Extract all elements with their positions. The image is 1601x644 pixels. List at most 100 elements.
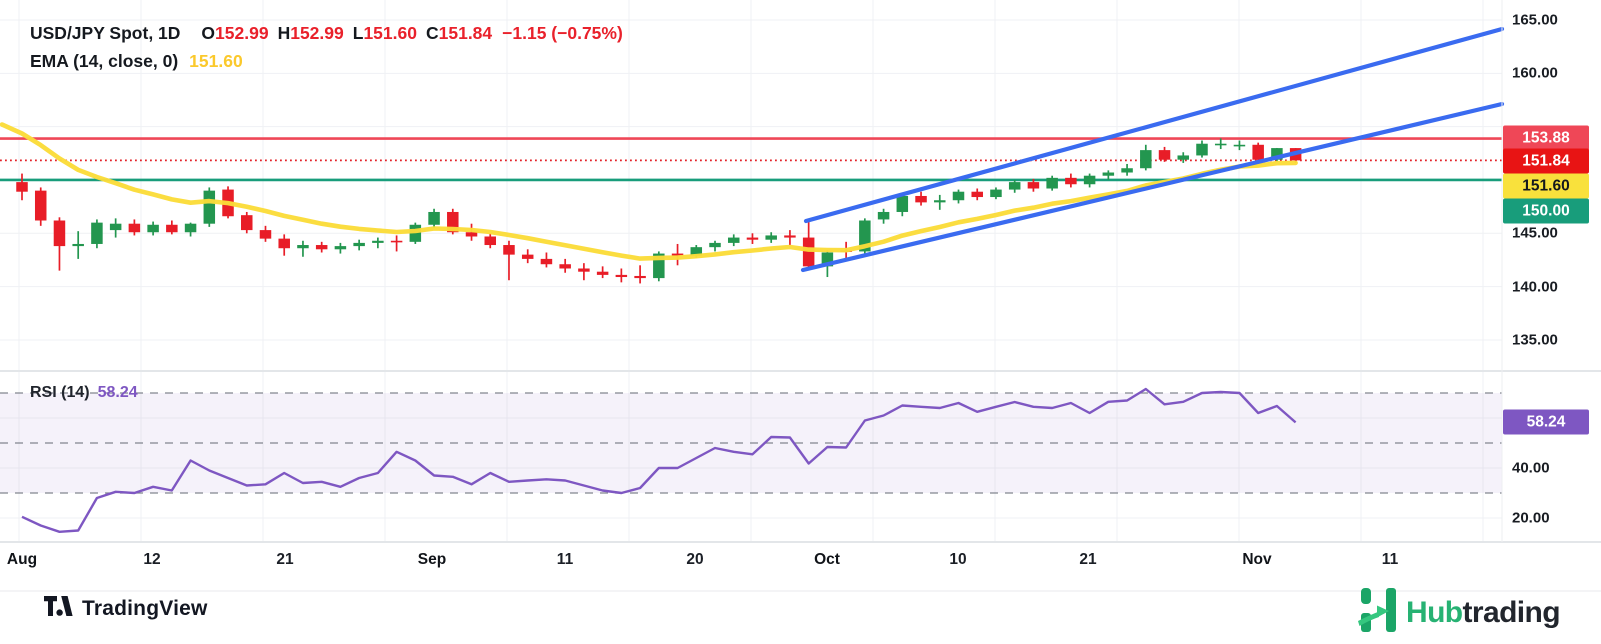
candle-body [72,243,84,247]
ema-legend: EMA (14, close, 0) 151.60 [30,51,243,72]
candle-body [1083,175,1096,185]
time-axis-tick-21: 21 [276,551,294,568]
price-axis-tick: 160.00 [1512,64,1558,82]
candle-body [503,245,515,255]
rsi-value: 58.24 [97,384,138,401]
candle-body [559,264,571,269]
candle-body [109,223,122,231]
candle-body [1102,172,1115,176]
trend-channel-lower[interactable] [800,101,1505,273]
ema-value: 151.60 [189,51,243,71]
price-axis-tick: 145.00 [1512,224,1558,242]
candle-body [16,182,28,192]
price-axis-label-151.60: 151.60 [1503,173,1589,199]
candle-body [690,247,703,256]
tradingview-logo-icon [44,596,73,622]
close-label: C [425,23,439,43]
high-label: H [277,23,291,43]
ema-label: EMA (14, close, 0) [30,51,179,71]
candle-body [447,211,459,233]
candle-body [91,222,103,244]
high-value: 152.99 [290,23,344,43]
time-axis-tick-10: 10 [949,551,967,568]
candle-body [1046,177,1058,189]
candle-body [372,240,384,243]
time-axis-tick-21: 21 [1079,551,1097,568]
candle-body [915,195,927,203]
symbol-legend: USD/JPY Spot, 1D O152.99 H152.99 L151.60 C15… [30,23,623,44]
candle-body [147,224,159,233]
price-axis-label-153.88: 153.88 [1503,125,1589,151]
candle-body [578,268,590,272]
candle-body [166,224,178,233]
candle-body [353,242,365,247]
rsi-axis-label: 58.24 [1503,409,1589,435]
rsi-line[interactable] [21,387,1297,533]
candle-body [428,211,440,225]
candle-body [746,237,759,240]
time-axis-tick-12: 12 [143,551,161,568]
time-axis-tick-Sep: Sep [417,551,447,568]
candle-body [540,258,553,265]
symbol-title: USD/JPY Spot, 1D [30,23,181,43]
candle-body [896,195,909,212]
hubtrading-logo[interactable]: Hubtrading [1358,588,1561,637]
price-axis-tick: 135.00 [1512,331,1558,349]
tradingview-attribution[interactable]: TradingView [44,596,208,622]
candle-body [1027,182,1040,189]
candle-body [971,191,983,198]
ema-line[interactable] [0,122,1298,261]
candle-body [184,223,197,233]
candle-body [952,191,965,201]
candle-body [203,190,216,224]
candle-body [1140,150,1152,169]
candle-body [334,246,347,250]
candle-body [278,238,290,249]
time-axis-tick-20: 20 [686,551,704,568]
candle-body [1214,143,1227,146]
candle-body [53,220,66,247]
close-value: 151.84 [438,23,493,43]
candle-body [615,274,628,278]
price-axis-tick: 165.00 [1512,11,1558,29]
time-axis-tick-Nov: Nov [1242,551,1272,568]
candle-body [934,200,946,203]
candle-body [709,242,721,248]
candle-body [390,240,403,243]
rsi-legend: RSI (14) 58.24 [30,384,138,402]
candle-body [259,230,272,239]
open-value: 152.99 [215,23,269,43]
price-axis-label-151.84: 151.84 [1503,148,1589,174]
trading-text: trading [1462,595,1561,629]
low-value: 151.60 [363,23,417,43]
candle-body [241,215,253,231]
candle-body [315,245,328,250]
candle-body [1271,148,1283,160]
tradingview-logo-text: TradingView [82,597,208,620]
candle-body [671,253,684,256]
time-axis-tick-11: 11 [556,551,574,568]
hub-text: Hub [1406,595,1463,629]
candle-body [765,235,777,240]
change-value: −1.15 (−0.75%) [502,23,623,43]
candle-body [727,237,740,243]
price-axis-tick: 140.00 [1512,278,1558,296]
hubtrading-logo-text: Hubtrading [1406,595,1561,630]
time-axis-tick-11: 11 [1381,551,1399,568]
candle-body [1252,144,1264,160]
candle-body [653,253,665,279]
candle-body [877,211,890,220]
candle-body [1196,143,1208,156]
candle-body [634,275,646,279]
price-axis-label-150.00: 150.00 [1503,198,1589,224]
rsi-axis-tick: 40.00 [1512,459,1550,477]
candle-body [128,223,141,233]
trend-channel-upper[interactable] [803,26,1505,224]
candle-body [596,271,609,275]
open-label: O [201,23,216,43]
time-axis-tick-Oct: Oct [814,551,840,568]
candle-body [1177,155,1190,160]
candle-body [990,189,1002,198]
